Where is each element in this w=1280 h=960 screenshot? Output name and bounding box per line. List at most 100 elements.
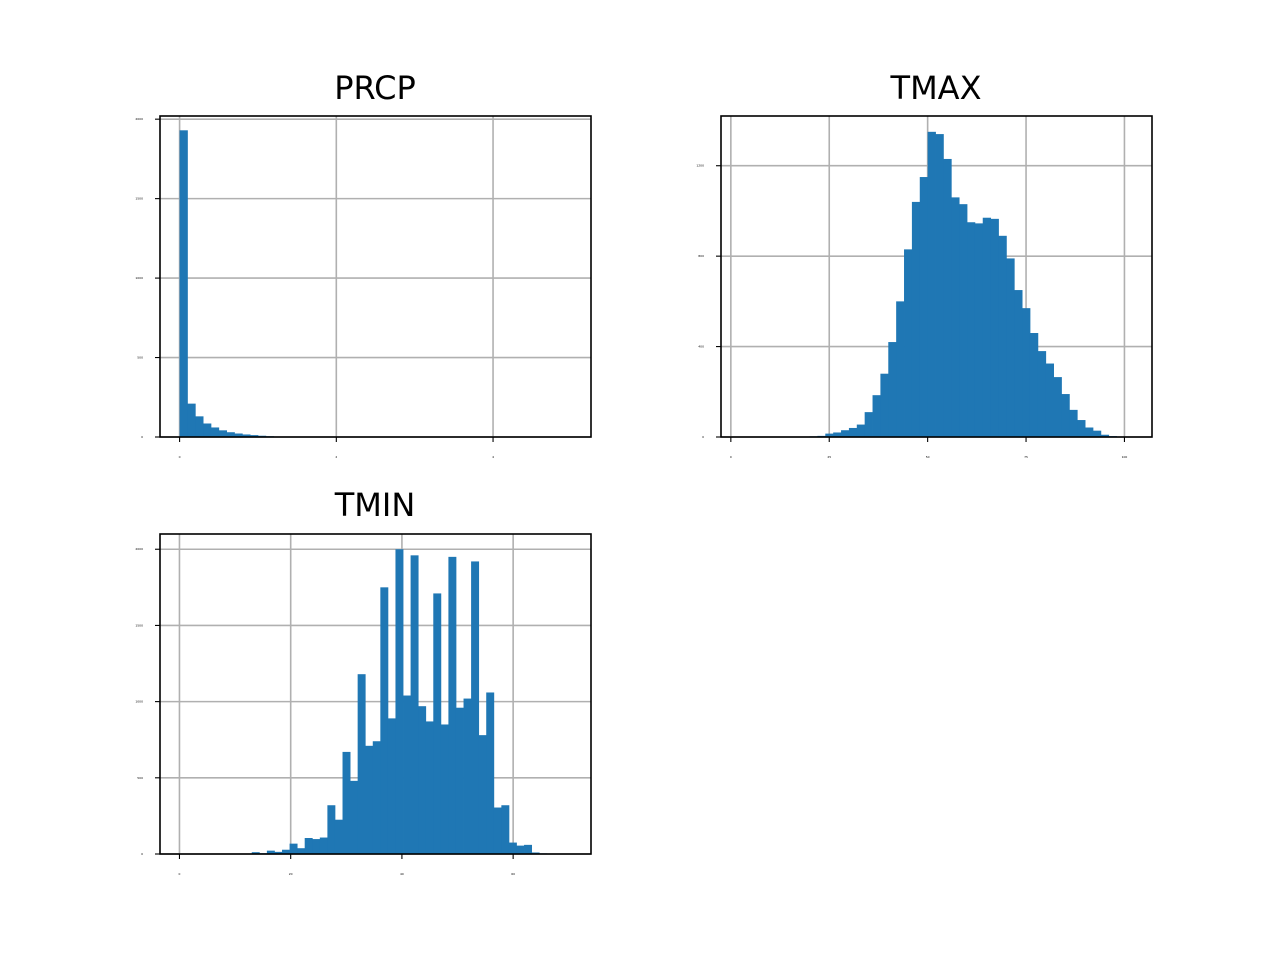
tmin-bar-15	[365, 745, 374, 854]
tmin-xtick-label-3: 60	[511, 872, 515, 876]
tmax-bar-18	[951, 197, 960, 437]
tmax-bar-5	[848, 427, 858, 437]
tmax-bar-3	[833, 432, 842, 437]
prcp-xtick-label-2: 4	[492, 455, 494, 459]
tmin-bar-19	[395, 549, 404, 854]
tmax-bar-2	[825, 433, 834, 437]
tmax-bar-21	[974, 223, 984, 437]
tmax-ytick-label-2: 800	[698, 254, 704, 258]
tmin-bar-0	[251, 852, 260, 854]
tmax-title: TMAX	[890, 69, 982, 107]
tmin-bar-34	[508, 842, 517, 854]
tmax-bar-23	[990, 218, 999, 437]
prcp-bar-6	[226, 432, 235, 437]
tmax-bar-25	[1006, 258, 1015, 437]
tmax-axes-frame	[720, 115, 1153, 438]
tmin-ytick-label-3: 1500	[135, 623, 143, 627]
tmin-bar-21	[410, 555, 419, 854]
tmax-ytick-label-3: 1200	[696, 164, 704, 168]
tmax-bar-16	[935, 134, 944, 437]
prcp-bar-1	[187, 403, 196, 437]
tmax-xtick-label-1: 25	[827, 455, 831, 459]
prcp-bar-4	[210, 427, 220, 437]
tmin-bar-14	[357, 674, 366, 854]
tmax-xtick-label-3: 75	[1024, 455, 1028, 459]
tmin-ytick-label-1: 500	[137, 776, 143, 780]
tmin-ytick-label-4: 2000	[135, 547, 143, 551]
tmax-ytick-label-0: 0	[702, 435, 704, 439]
tmin-xtick-label-0: 0	[179, 872, 181, 876]
tmin-bar-35	[516, 845, 525, 854]
tmax-bar-30	[1045, 363, 1054, 437]
prcp-ytick-label-2: 1000	[135, 276, 143, 280]
tmin-bar-5	[289, 843, 298, 854]
tmin-xtick-label-1: 20	[289, 872, 293, 876]
tmin-ytick-label-0: 0	[141, 852, 143, 856]
prcp-axes-frame	[159, 115, 592, 438]
tmax-xtick-label-2: 50	[926, 455, 930, 459]
tmax-bar-20	[967, 222, 976, 437]
prcp-bar-7	[234, 433, 243, 437]
tmax-bar-7	[864, 412, 873, 437]
tmin-bar-23	[425, 721, 434, 854]
tmax-bar-19	[959, 204, 968, 437]
tmin-bar-36	[524, 844, 533, 854]
prcp-ytick-label-3: 1500	[135, 197, 143, 201]
tmin-bar-13	[350, 780, 359, 854]
tmin-bar-25	[440, 724, 449, 854]
tmin-bar-18	[387, 718, 396, 854]
prcp-ytick-label-1: 500	[137, 356, 143, 360]
tmin-bar-22	[418, 706, 427, 854]
tmin-bar-24	[433, 593, 442, 854]
tmax-bar-9	[880, 373, 889, 437]
tmax-bar-10	[888, 342, 897, 437]
tmax-bar-15	[927, 131, 936, 437]
tmin-bar-26	[448, 556, 457, 854]
tmin-axes-frame	[159, 533, 592, 855]
tmax-bar-6	[856, 424, 866, 437]
tmax-bar-27	[1022, 308, 1031, 437]
prcp-xtick-label-0: 0	[179, 455, 181, 459]
tmin-bar-20	[403, 695, 411, 854]
tmin-bar-29	[471, 561, 480, 854]
tmax-bar-34	[1077, 420, 1086, 437]
tmax-bar-37	[1100, 434, 1110, 437]
tmin-bar-30	[478, 735, 487, 854]
tmax-bar-36	[1092, 430, 1102, 437]
prcp-bar-2	[195, 416, 204, 437]
tmax-bar-26	[1014, 290, 1023, 437]
tmin-bar-11	[334, 819, 343, 854]
tmax-xtick-label-4: 100	[1122, 455, 1128, 459]
tmax-histogram: 0 25 50 75 100 0 400 800 1200 TMAX	[696, 69, 1153, 459]
tmin-ytick-label-2: 1000	[135, 700, 143, 704]
tmin-bar-27	[455, 707, 464, 854]
tmin-bar-32	[493, 807, 502, 854]
tmax-bar-32	[1061, 394, 1070, 437]
tmin-bar-10	[327, 805, 336, 854]
tmax-bar-24	[998, 235, 1007, 437]
tmin-xtick-label-2: 40	[400, 872, 404, 876]
tmax-bar-11	[896, 301, 905, 437]
tmin-bar-12	[342, 751, 351, 854]
tmin-bar-9	[319, 837, 328, 854]
tmax-bar-4	[841, 430, 850, 437]
prcp-ytick-label-4: 2000	[135, 117, 143, 121]
tmax-bar-14	[919, 177, 929, 437]
tmax-bar-13	[911, 201, 921, 437]
prcp-title: PRCP	[334, 69, 416, 107]
tmax-ytick-label-1: 400	[698, 345, 704, 349]
tmin-bar-8	[312, 839, 321, 854]
tmin-bar-16	[372, 741, 381, 854]
tmin-bar-28	[463, 698, 472, 854]
tmin-bar-17	[380, 587, 389, 854]
tmax-bar-31	[1053, 377, 1062, 437]
tmax-bar-8	[872, 395, 881, 437]
tmin-bar-6	[297, 848, 306, 854]
tmax-bar-12	[904, 249, 913, 437]
tmin-bar-33	[501, 805, 510, 854]
tmax-bar-35	[1085, 427, 1094, 437]
tmin-bar-7	[304, 838, 313, 854]
tmax-bar-28	[1029, 333, 1039, 437]
tmax-bar-22	[982, 217, 992, 437]
